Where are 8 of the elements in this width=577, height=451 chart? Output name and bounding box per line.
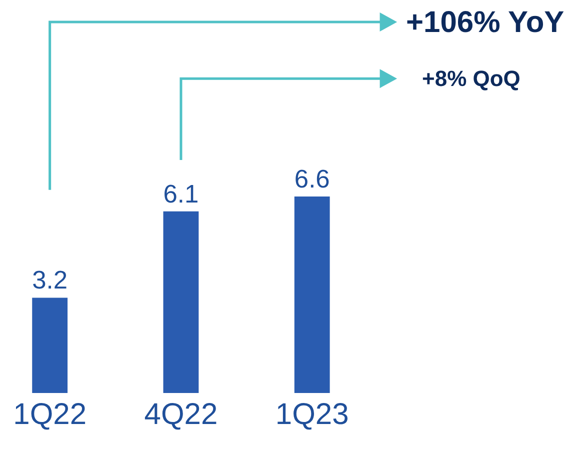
text: +8% QoQ [422, 66, 520, 91]
x-tick-label: 4Q22 [144, 398, 218, 431]
x-tick-label: 1Q23 [275, 398, 349, 431]
data-label: 6.1 [163, 180, 199, 208]
data-label: 6.6 [294, 166, 330, 194]
data-label: 3.2 [32, 266, 68, 295]
text: +106% YoY [406, 6, 564, 39]
x-tick-label: 1Q22 [13, 398, 87, 431]
